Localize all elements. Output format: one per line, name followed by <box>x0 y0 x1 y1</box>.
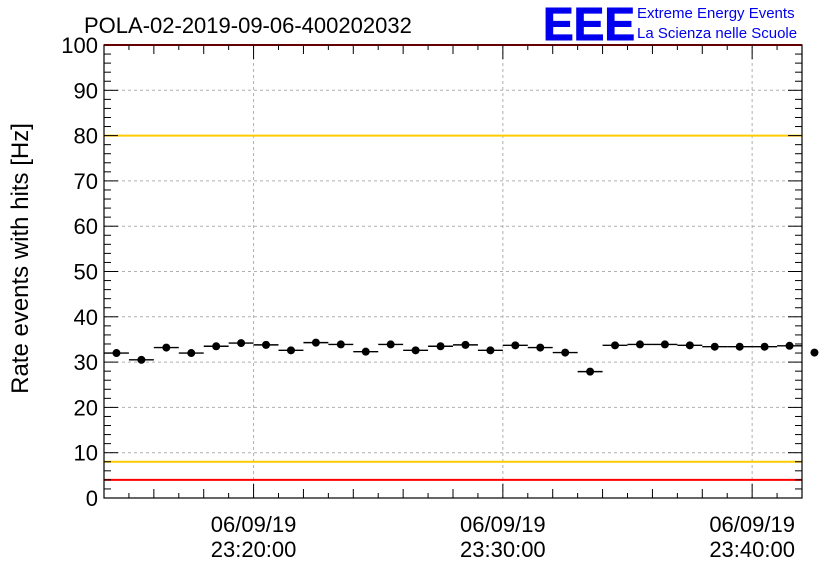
data-point <box>212 342 221 351</box>
data-point <box>611 341 620 350</box>
data-point <box>162 343 171 352</box>
logo-line2: La Scienza nelle Scuole <box>637 25 797 42</box>
data-point <box>237 339 246 348</box>
y-tick-label: 50 <box>74 260 98 285</box>
x-tick-time: 23:30:00 <box>460 537 546 562</box>
x-tick-date: 06/09/19 <box>211 512 297 537</box>
logo-mark: EEE <box>543 0 635 50</box>
data-point <box>710 342 719 351</box>
data-point <box>411 346 420 355</box>
y-tick-label: 20 <box>74 395 98 420</box>
logo-line1: Extreme Energy Events <box>637 5 795 22</box>
data-points <box>104 338 819 376</box>
y-tick-label: 60 <box>74 214 98 239</box>
data-point <box>361 347 370 356</box>
chart-title: POLA-02-2019-09-06-400202032 <box>84 13 412 38</box>
data-point <box>586 367 595 376</box>
data-point <box>187 349 196 358</box>
y-tick-label: 30 <box>74 350 98 375</box>
y-tick-label: 80 <box>74 124 98 149</box>
data-point <box>536 343 545 352</box>
y-tick-label: 0 <box>86 486 98 511</box>
tick-labels: 010203040506070809010006/09/1923:20:0006… <box>61 33 795 562</box>
data-point <box>660 340 669 349</box>
reference-lines <box>104 44 802 481</box>
data-point <box>635 340 644 349</box>
y-tick-label: 10 <box>74 441 98 466</box>
data-point <box>386 340 395 349</box>
y-axis-title: Rate events with hits [Hz] <box>7 123 34 394</box>
x-tick-time: 23:40:00 <box>709 537 795 562</box>
x-tick-date: 06/09/19 <box>460 512 546 537</box>
y-tick-label: 70 <box>74 169 98 194</box>
data-point <box>286 346 295 355</box>
data-point <box>336 340 345 349</box>
data-point <box>735 342 744 351</box>
data-point <box>511 341 520 350</box>
eee-logo: EEE Extreme Energy Events La Scienza nel… <box>543 0 798 51</box>
data-point <box>311 338 320 347</box>
x-tick-date: 06/09/19 <box>709 512 795 537</box>
y-tick-label: 100 <box>61 33 98 58</box>
grid <box>104 45 802 498</box>
x-tick-time: 23:20:00 <box>211 537 297 562</box>
data-point <box>461 340 470 349</box>
axes <box>103 44 803 499</box>
data-point <box>685 341 694 350</box>
y-tick-label: 40 <box>74 305 98 330</box>
data-point <box>785 341 794 350</box>
y-tick-label: 90 <box>74 78 98 103</box>
data-point <box>760 342 769 351</box>
data-point <box>137 355 146 364</box>
data-point <box>561 348 570 357</box>
data-point <box>436 342 445 351</box>
data-point <box>810 348 819 357</box>
data-point <box>486 346 495 355</box>
data-point <box>262 340 271 349</box>
data-point <box>112 349 121 358</box>
